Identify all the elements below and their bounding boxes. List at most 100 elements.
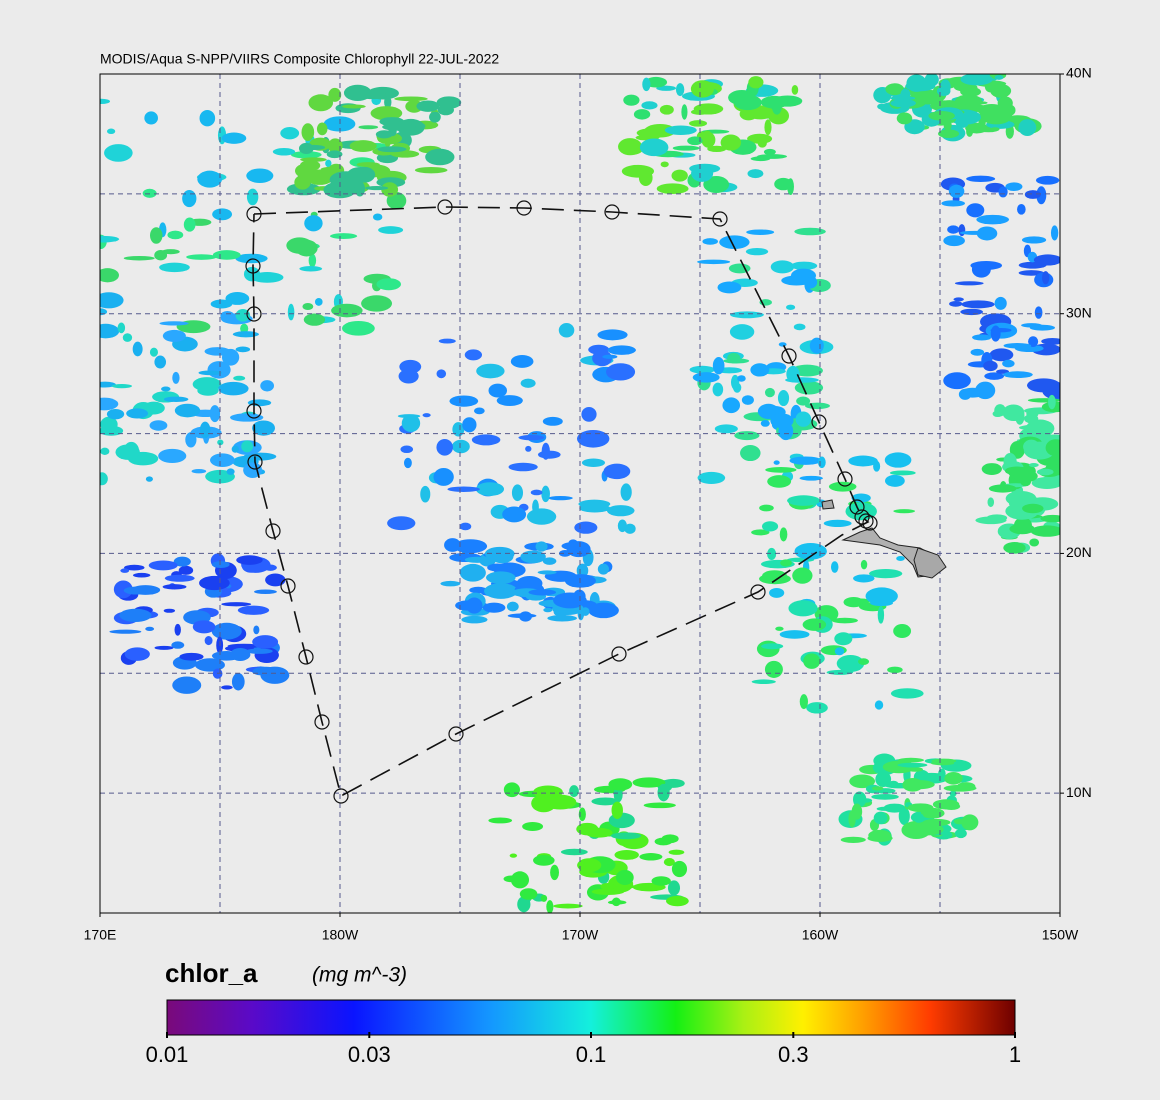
- chlorophyll-patch: [209, 405, 221, 423]
- chlorophyll-patch: [767, 475, 792, 488]
- chlorophyll-patch: [387, 516, 416, 531]
- chlorophyll-patch: [651, 876, 671, 886]
- chlorophyll-patch: [602, 354, 618, 359]
- chlorophyll-patch: [328, 87, 342, 102]
- chlorophyll-patch: [942, 802, 961, 810]
- chlorophyll-patch: [1022, 503, 1044, 514]
- chlorophyll-patch: [792, 567, 813, 584]
- chlorophyll-patch: [204, 636, 213, 646]
- chlorophyll-patch: [954, 281, 984, 286]
- chlorophyll-patch: [299, 266, 323, 272]
- chlorophyll-patch: [764, 119, 772, 136]
- chlorophyll-patch: [912, 823, 944, 836]
- chlorophyll-patch: [252, 666, 280, 676]
- chlorophyll-patch: [149, 347, 158, 357]
- chlorophyll-patch: [578, 807, 586, 822]
- chlorophyll-patch: [221, 685, 233, 690]
- chlorophyll-patch: [960, 387, 985, 398]
- chlorophyll-patch: [506, 601, 519, 612]
- chlorophyll-patch: [476, 363, 505, 379]
- chlorophyll-patch: [183, 217, 196, 232]
- chlorophyll-patch: [581, 406, 597, 422]
- chlorophyll-patch: [420, 485, 431, 503]
- chlorophyll-patch: [508, 462, 538, 472]
- chlorophyll-patch: [760, 420, 770, 427]
- chlorophyll-patch: [230, 647, 251, 661]
- chlorophyll-patch: [1004, 466, 1030, 476]
- chlorophyll-patch: [873, 811, 888, 825]
- chlorophyll-patch: [831, 617, 858, 624]
- chlorophyll-patch: [949, 301, 963, 307]
- chlorophyll-patch: [520, 550, 546, 564]
- chlorophyll-patch: [358, 125, 379, 130]
- station: [246, 306, 262, 322]
- chlorophyll-patch: [860, 559, 868, 570]
- chlorophyll-patch: [376, 278, 401, 291]
- chlorophyll-patch: [611, 897, 621, 907]
- chlorophyll-patch: [905, 81, 936, 92]
- chlorophyll-patch: [302, 144, 326, 151]
- chlorophyll-patch: [799, 475, 823, 481]
- chlorophyll-patch: [671, 860, 688, 878]
- chlorophyll-patch: [326, 150, 343, 159]
- chlorophyll-patch: [896, 556, 905, 561]
- chlorophyll-patch: [581, 458, 606, 468]
- chlorophyll-patch: [464, 556, 490, 563]
- station: [604, 204, 620, 220]
- chlorophyll-patch: [240, 323, 249, 334]
- chlorophyll-patch: [614, 849, 639, 860]
- chlorophyll-patch: [375, 130, 393, 139]
- chlorophyll-patch: [532, 499, 539, 514]
- chlorophyll-patch: [692, 372, 720, 383]
- chlorophyll-patch: [507, 613, 537, 619]
- chlorophyll-patch: [751, 529, 770, 536]
- chlorophyll-patch: [488, 817, 513, 824]
- chlorophyll-patch: [401, 414, 421, 433]
- chlorophyll-patch: [639, 853, 663, 861]
- chlorophyll-patch: [828, 481, 857, 492]
- chlorophyll-patch: [191, 468, 207, 474]
- station: [245, 258, 261, 274]
- chlorophyll-patch: [560, 848, 588, 856]
- chlorophyll-patch: [440, 580, 461, 587]
- chlorophyll-patch: [737, 375, 746, 382]
- chlorophyll-patch: [712, 356, 725, 375]
- chlorophyll-patch: [775, 626, 784, 631]
- chlorophyll-patch: [1028, 336, 1039, 348]
- chlorophyll-patch: [611, 801, 623, 820]
- chlorophyll-patch: [608, 778, 633, 791]
- chlorophyll-patch: [1021, 236, 1047, 244]
- chlorophyll-patch: [197, 170, 222, 188]
- chlorophyll-patch: [903, 779, 935, 790]
- chlorophyll-patch: [211, 622, 242, 640]
- chlorophyll-patch: [966, 175, 996, 182]
- chlorophyll-patch: [959, 230, 991, 235]
- chlorophyll-patch: [154, 250, 168, 261]
- station: [750, 584, 766, 600]
- chlorophyll-patch: [729, 324, 755, 340]
- chlorophyll-patch: [733, 94, 762, 111]
- chlorophyll-patch: [100, 397, 119, 411]
- chlorophyll-patch: [740, 444, 761, 462]
- chlorophyll-patch: [714, 424, 738, 434]
- chlorophyll-patch: [111, 384, 132, 389]
- chlorophyll-patch: [550, 864, 559, 881]
- chlorophyll-patch: [660, 161, 669, 168]
- chlorophyll-patch: [1041, 337, 1060, 345]
- chlorophyll-patch: [370, 106, 403, 121]
- chlorophyll-patch: [1023, 439, 1040, 454]
- chlorophyll-patch: [875, 771, 892, 787]
- chlorophyll-patch: [639, 138, 669, 157]
- chlorophyll-patch: [577, 858, 602, 873]
- colorbar-tick-label: 0.03: [348, 1042, 391, 1067]
- station: [516, 200, 532, 216]
- chlorophyll-patch: [231, 445, 239, 453]
- chlorophyll-patch: [734, 431, 760, 441]
- chlorophyll-patch: [643, 802, 676, 809]
- chlorophyll-patch: [218, 381, 249, 396]
- chlorophyll-patch: [451, 439, 470, 454]
- chlorophyll-patch: [361, 295, 393, 312]
- chlorophyll-patch: [938, 768, 946, 780]
- chlorophyll-patch: [100, 235, 120, 243]
- chlorophyll-patch: [958, 100, 988, 105]
